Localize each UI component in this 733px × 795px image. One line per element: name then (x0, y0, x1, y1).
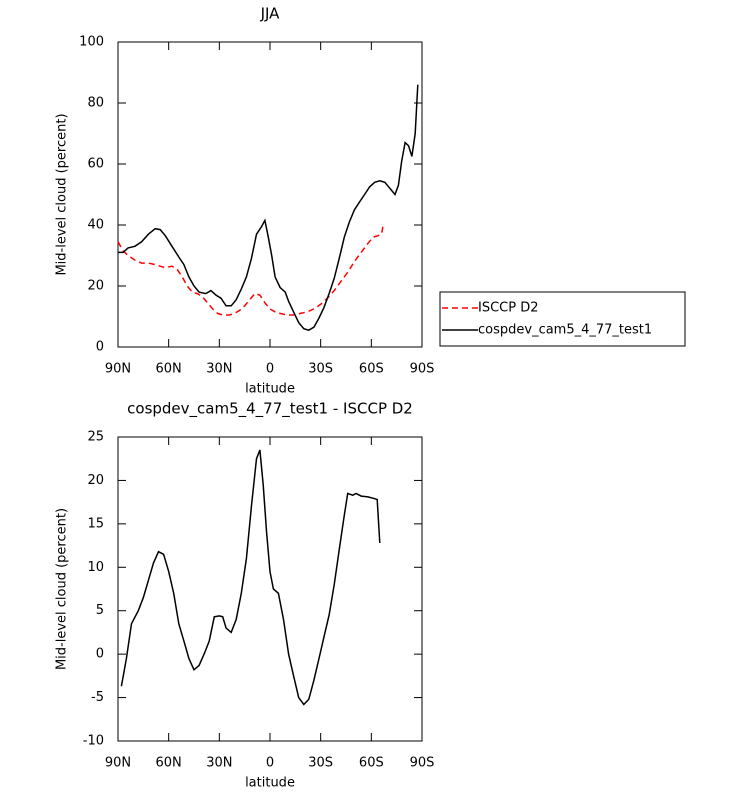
y-tick-label: 10 (87, 560, 104, 575)
y-tick-label: 100 (79, 35, 104, 50)
x-tick-label: 0 (266, 362, 274, 377)
y-tick-label: 0 (96, 340, 104, 355)
y-tick-label: 20 (87, 279, 104, 294)
y-tick-label: 5 (96, 603, 104, 618)
x-tick-label: 60S (359, 756, 384, 771)
y-tick-label: 20 (87, 473, 104, 488)
plot-frame (117, 41, 423, 348)
y-tick-label: 0 (96, 647, 104, 662)
x-tick-label: 60S (359, 362, 384, 377)
x-tick-label: 30N (206, 362, 232, 377)
y-tick-label: -10 (83, 734, 104, 749)
x-tick-label: 60N (156, 756, 182, 771)
y-tick-label: 60 (87, 157, 104, 172)
x-tick-label: 30S (308, 756, 333, 771)
legend-box (439, 291, 686, 347)
y-axis-label: Mid-level cloud (percent) (55, 113, 70, 275)
y-tick-label: 25 (87, 430, 104, 445)
x-tick-label: 30N (206, 756, 232, 771)
y-axis-label: Mid-level cloud (percent) (55, 508, 70, 670)
x-axis-label: latitude (245, 776, 295, 791)
legend-label: ISCCP D2 (478, 301, 539, 316)
x-tick-label: 90S (410, 362, 435, 377)
x-tick-label: 60N (156, 362, 182, 377)
x-tick-label: 90N (105, 756, 131, 771)
data-line (118, 84, 419, 332)
x-tick-label: 90S (410, 756, 435, 771)
y-tick-label: 15 (87, 516, 104, 531)
chart-title: JJA (260, 5, 281, 23)
data-line (120, 449, 381, 706)
x-axis-label: latitude (245, 382, 295, 397)
plot-frame (117, 436, 423, 742)
data-line (117, 224, 384, 316)
y-tick-label: 40 (87, 218, 104, 233)
x-tick-label: 30S (308, 362, 333, 377)
legend-label: cospdev_cam5_4_77_test1 (478, 323, 652, 338)
x-tick-label: 0 (266, 756, 274, 771)
y-tick-label: -5 (91, 690, 104, 705)
y-tick-label: 80 (87, 96, 104, 111)
x-tick-label: 90N (105, 362, 131, 377)
chart-title: cospdev_cam5_4_77_test1 - ISCCP D2 (127, 400, 413, 419)
